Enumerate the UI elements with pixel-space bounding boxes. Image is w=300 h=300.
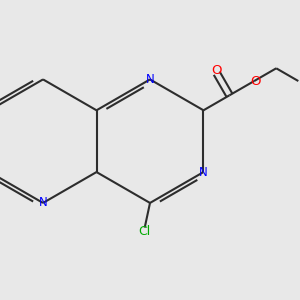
Text: N: N	[146, 73, 154, 86]
Text: N: N	[199, 166, 208, 178]
Text: O: O	[212, 64, 222, 77]
Text: O: O	[251, 74, 261, 88]
Text: Cl: Cl	[139, 225, 151, 238]
Text: N: N	[39, 196, 47, 209]
